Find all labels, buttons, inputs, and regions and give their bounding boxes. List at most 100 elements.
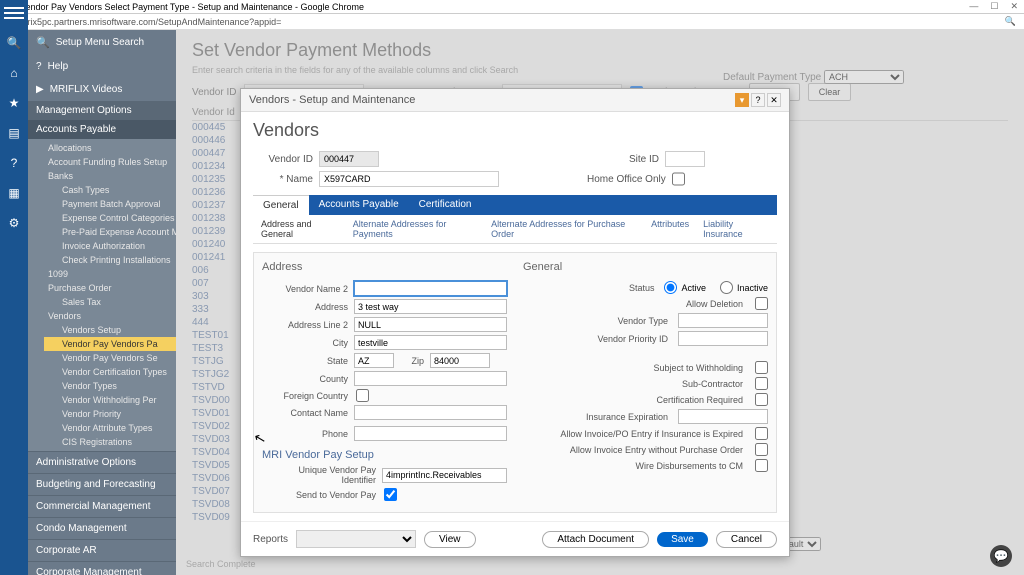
search-rail-icon[interactable]: 🔍 <box>7 36 21 50</box>
state-input[interactable] <box>354 353 394 368</box>
withhold-checkbox[interactable] <box>755 361 768 374</box>
subtab-altpo[interactable]: Alternate Addresses for Purchase Order <box>491 219 637 239</box>
address2-lbl: Address Line 2 <box>262 320 354 330</box>
tree-sales[interactable]: Sales Tax <box>44 295 176 309</box>
sidebar-search-label[interactable]: Setup Menu Search <box>56 37 144 48</box>
zip-lbl: Zip <box>394 356 430 366</box>
phone-input[interactable] <box>354 426 507 441</box>
ap-header[interactable]: Accounts Payable <box>28 120 176 139</box>
allowinvnopo-lbl: Allow Invoice Entry without Purchase Ord… <box>570 445 749 455</box>
inactive-radio[interactable] <box>720 281 733 294</box>
zip-input[interactable] <box>430 353 490 368</box>
name-lbl: * Name <box>253 174 313 185</box>
vtype-input[interactable] <box>678 313 768 328</box>
nav-admin[interactable]: Administrative Options <box>28 451 176 473</box>
nav-corpar[interactable]: Corporate AR <box>28 539 176 561</box>
modal-close-icon[interactable]: ✕ <box>767 93 781 107</box>
tree-prepaid[interactable]: Pre-Paid Expense Account M <box>44 225 176 239</box>
tree-vcert[interactable]: Vendor Certification Types <box>44 365 176 379</box>
active-radio[interactable] <box>664 281 677 294</box>
allowinv-checkbox[interactable] <box>755 427 768 440</box>
tab-cert[interactable]: Certification <box>409 195 482 215</box>
star-rail-icon[interactable]: ★ <box>7 96 21 110</box>
subtab-attr[interactable]: Attributes <box>651 219 689 239</box>
tree-vtypes[interactable]: Vendor Types <box>44 379 176 393</box>
foreign-checkbox[interactable] <box>356 389 369 402</box>
tree-1099[interactable]: 1099 <box>44 267 176 281</box>
view-button[interactable]: View <box>424 531 476 548</box>
vprio-input[interactable] <box>678 331 768 346</box>
maximize-icon[interactable]: ☐ <box>990 1 998 12</box>
send-checkbox[interactable] <box>384 488 397 501</box>
tree-vprio[interactable]: Vendor Priority <box>44 407 176 421</box>
address-input[interactable] <box>354 299 507 314</box>
modal-help-icon[interactable]: ? <box>751 93 765 107</box>
window-title: Vendor Pay Vendors Select Payment Type -… <box>20 2 364 12</box>
nav-comm[interactable]: Commercial Management <box>28 495 176 517</box>
uid-input[interactable] <box>382 468 507 483</box>
gear-rail-icon[interactable]: ⚙ <box>7 216 21 230</box>
zoom-icon[interactable]: 🔍 <box>1005 16 1016 27</box>
subtab-addr[interactable]: Address and General <box>261 219 339 239</box>
sidebar-video[interactable]: MRIFLIX Videos <box>50 84 123 95</box>
city-input[interactable] <box>354 335 507 350</box>
tree-invoice-auth[interactable]: Invoice Authorization <box>44 239 176 253</box>
close-icon[interactable]: ✕ <box>1010 1 1018 12</box>
insexp-input[interactable] <box>678 409 768 424</box>
help-rail-icon[interactable]: ? <box>7 156 21 170</box>
tree-allocations[interactable]: Allocations <box>44 141 176 155</box>
chat-bubble-icon[interactable]: 💬 <box>990 545 1012 567</box>
vtype-lbl: Vendor Type <box>618 316 674 326</box>
tab-general[interactable]: General <box>253 195 309 215</box>
tree-vsetup[interactable]: Vendors Setup <box>44 323 176 337</box>
mgmt-options-header[interactable]: Management Options <box>28 101 176 120</box>
tree-batch[interactable]: Payment Batch Approval <box>44 197 176 211</box>
tree-check[interactable]: Check Printing Installations <box>44 253 176 267</box>
name-field[interactable] <box>319 171 499 187</box>
tree-vwith[interactable]: Vendor Withholding Per <box>44 393 176 407</box>
tree-vendors[interactable]: Vendors <box>44 309 176 323</box>
home-office-checkbox[interactable] <box>672 171 685 187</box>
tree-vpay-se[interactable]: Vendor Pay Vendors Se <box>44 351 176 365</box>
reports-lbl: Reports <box>253 534 288 545</box>
contact-input[interactable] <box>354 405 507 420</box>
tree-vpay-pa[interactable]: Vendor Pay Vendors Pa <box>44 337 176 351</box>
site-id-field[interactable] <box>665 151 705 167</box>
minimize-icon[interactable]: — <box>969 1 978 12</box>
sidebar-help[interactable]: Help <box>48 61 69 72</box>
allowinvnopo-checkbox[interactable] <box>755 443 768 456</box>
subtab-altpay[interactable]: Alternate Addresses for Payments <box>353 219 477 239</box>
allowdel-checkbox[interactable] <box>755 297 768 310</box>
tree-cash[interactable]: Cash Types <box>44 183 176 197</box>
wire-checkbox[interactable] <box>755 459 768 472</box>
modal-save-button[interactable]: Save <box>657 532 708 547</box>
site-id-lbl: Site ID <box>599 154 659 165</box>
tab-ap[interactable]: Accounts Payable <box>309 195 409 215</box>
modal-dropdown-icon[interactable]: ▾ <box>735 93 749 107</box>
tree-expense[interactable]: Expense Control Categories <box>44 211 176 225</box>
list-rail-icon[interactable]: ▦ <box>7 186 21 200</box>
attach-button[interactable]: Attach Document <box>542 531 649 548</box>
hamburger-icon[interactable] <box>4 4 24 20</box>
withhold-lbl: Subject to Withholding <box>653 363 749 373</box>
tree-banks[interactable]: Banks <box>44 169 176 183</box>
vname2-input[interactable] <box>354 281 507 296</box>
tree-cis[interactable]: CIS Registrations <box>44 435 176 449</box>
nav-budget[interactable]: Budgeting and Forecasting <box>28 473 176 495</box>
certreq-checkbox[interactable] <box>755 393 768 406</box>
home-rail-icon[interactable]: ⌂ <box>7 66 21 80</box>
reports-select[interactable] <box>296 530 416 548</box>
nav-condo[interactable]: Condo Management <box>28 517 176 539</box>
tree-po[interactable]: Purchase Order <box>44 281 176 295</box>
tree-vattr[interactable]: Vendor Attribute Types <box>44 421 176 435</box>
subtab-liab[interactable]: Liability Insurance <box>703 219 769 239</box>
doc-rail-icon[interactable]: ▤ <box>7 126 21 140</box>
address-url: mrix5pc.partners.mrisoftware.com/SetupAn… <box>20 17 281 27</box>
modal-cancel-button[interactable]: Cancel <box>716 531 777 548</box>
city-lbl: City <box>262 338 354 348</box>
address2-input[interactable] <box>354 317 507 332</box>
nav-corpmgmt[interactable]: Corporate Management <box>28 561 176 575</box>
county-input[interactable] <box>354 371 507 386</box>
tree-funding[interactable]: Account Funding Rules Setup <box>44 155 176 169</box>
subcon-checkbox[interactable] <box>755 377 768 390</box>
